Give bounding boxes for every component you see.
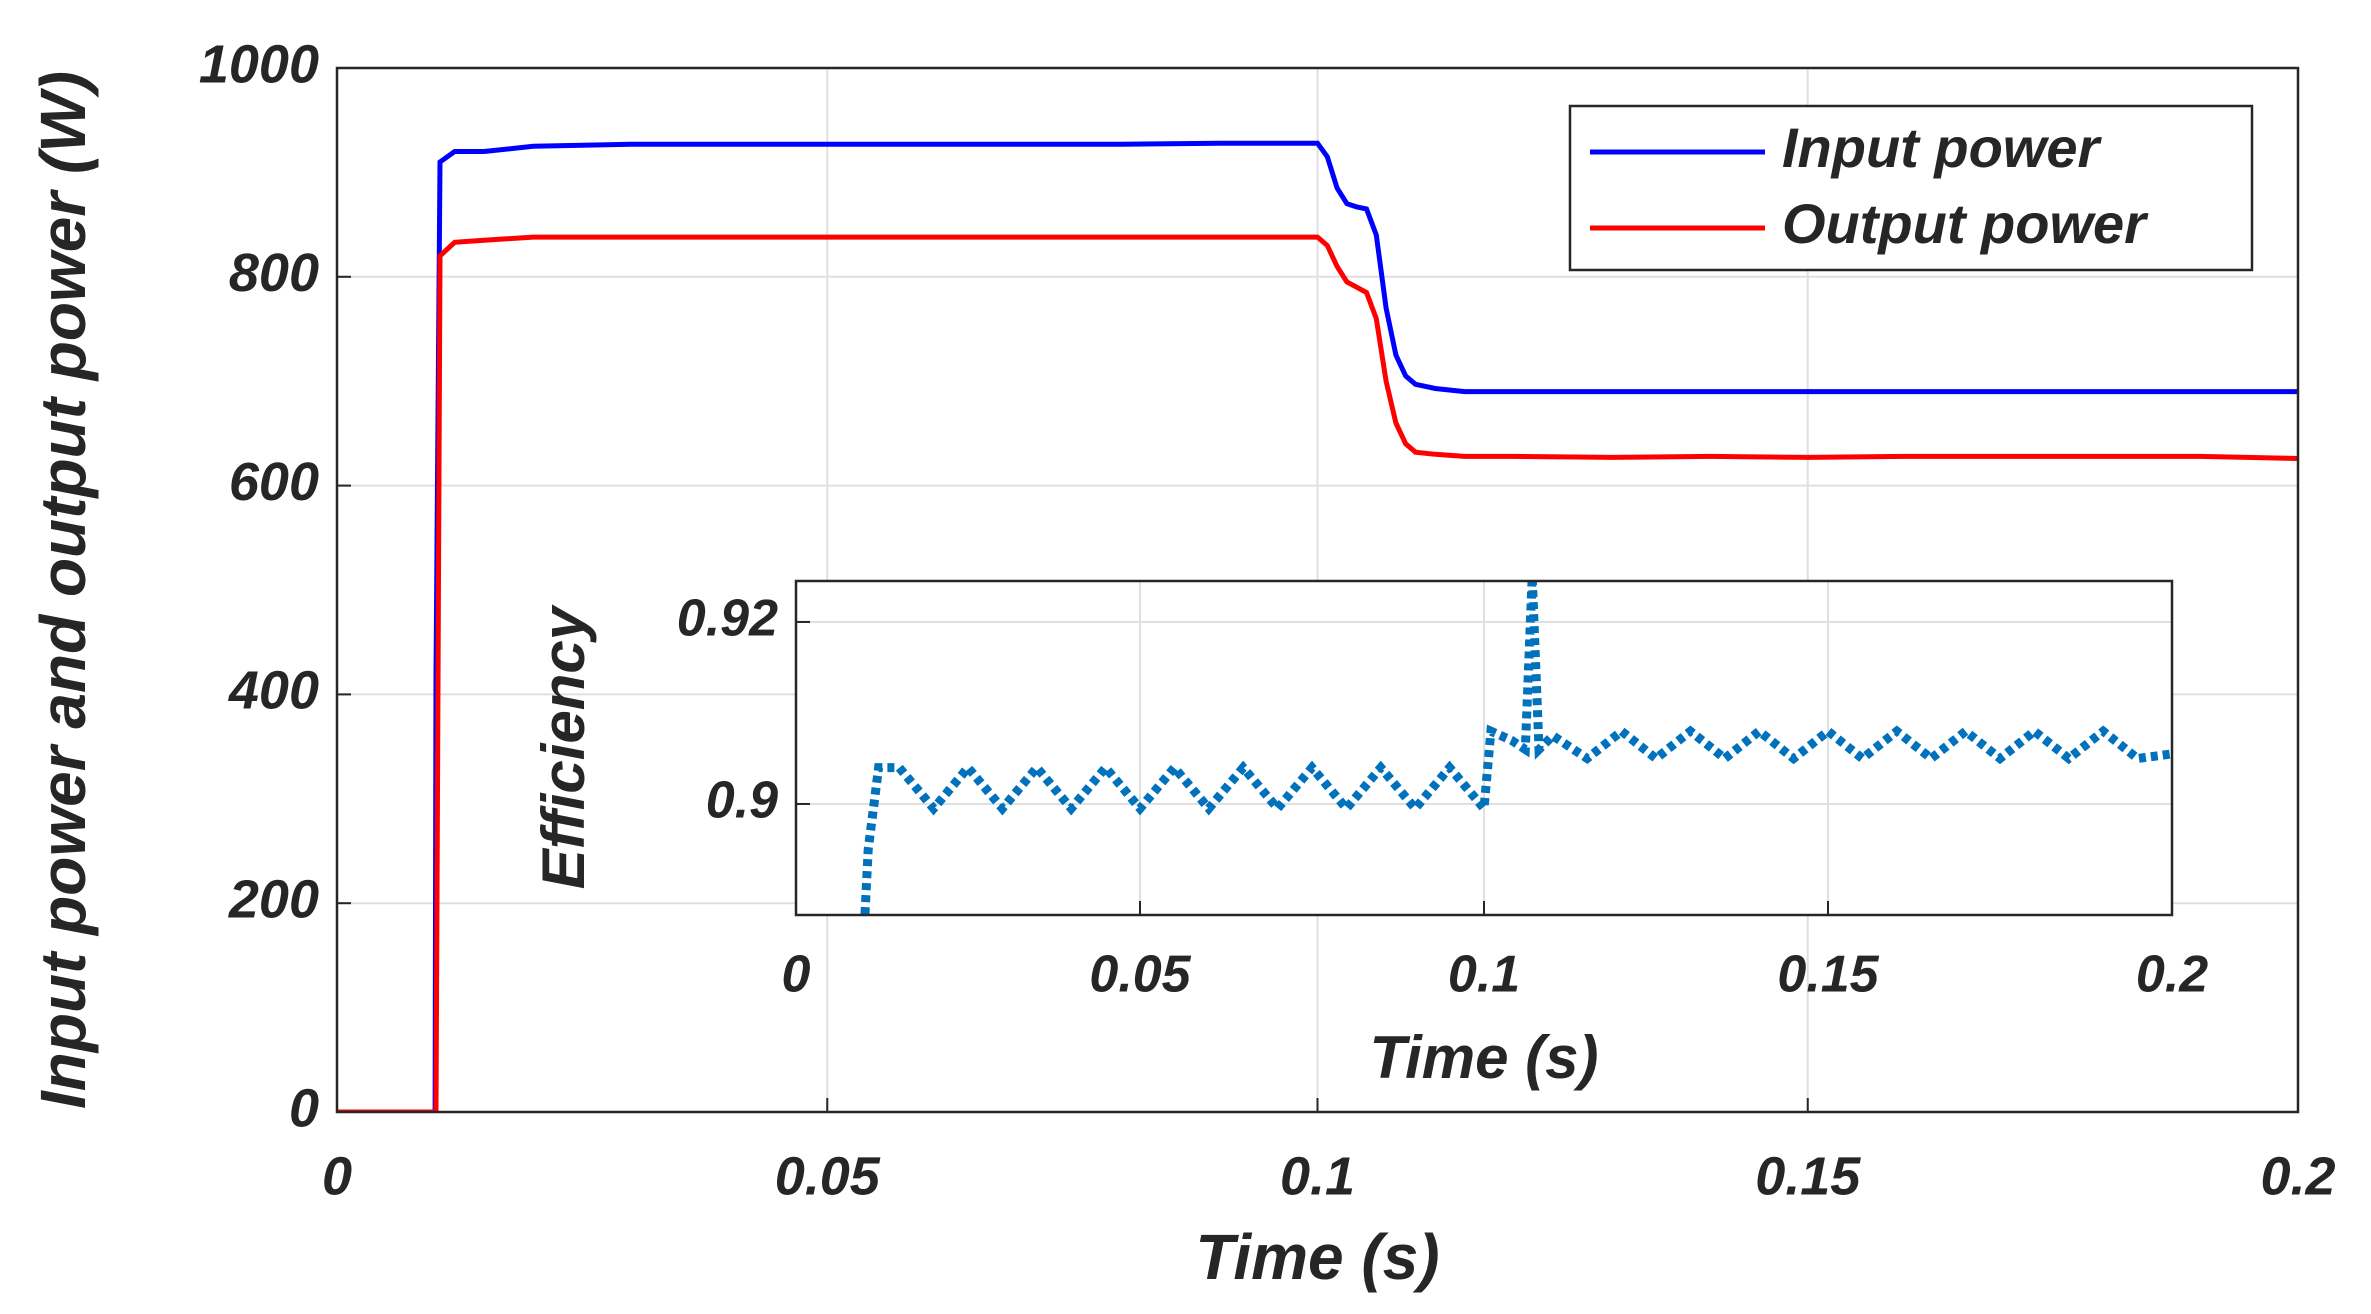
y-tick-label: 200 [228,869,319,929]
x-tick-label: 0.2 [2136,946,2208,1004]
x-tick-label: 0.05 [1089,946,1191,1004]
y-tick-label: 1000 [199,34,319,94]
y-tick-label: 600 [229,452,319,512]
x-axis-label: Time (s) [1195,1221,1439,1293]
y-axis-label: Efficiency [530,604,597,889]
x-tick-label: 0.1 [1448,946,1520,1004]
y-tick-label: 0 [289,1078,319,1138]
y-tick-label: 800 [229,243,319,303]
x-tick-label: 0.05 [775,1146,881,1206]
y-tick-label: 0.9 [706,772,778,830]
x-tick-label: 0 [782,946,811,1004]
y-tick-label: 0.92 [677,590,778,648]
series-line [337,234,2298,1112]
axes-frame [794,579,2174,917]
x-tick-label: 0.2 [2260,1146,2335,1206]
legend-label: Output power [1782,192,2149,255]
x-tick-label: 0.1 [1280,1146,1355,1206]
y-tick-label: 400 [228,661,319,721]
x-tick-label: 0.15 [1777,946,1879,1004]
legend-box [1568,104,2254,272]
series-line [337,140,2298,1112]
x-tick-label: 0.15 [1755,1146,1861,1206]
legend-label: Input power [1782,116,2103,179]
x-tick-label: 0 [322,1146,352,1206]
series-line [860,581,2172,915]
x-axis-label: Time (s) [1370,1024,1599,1091]
axes-frame [335,66,2300,1114]
y-axis-label: Input power and output power (W) [27,71,99,1109]
